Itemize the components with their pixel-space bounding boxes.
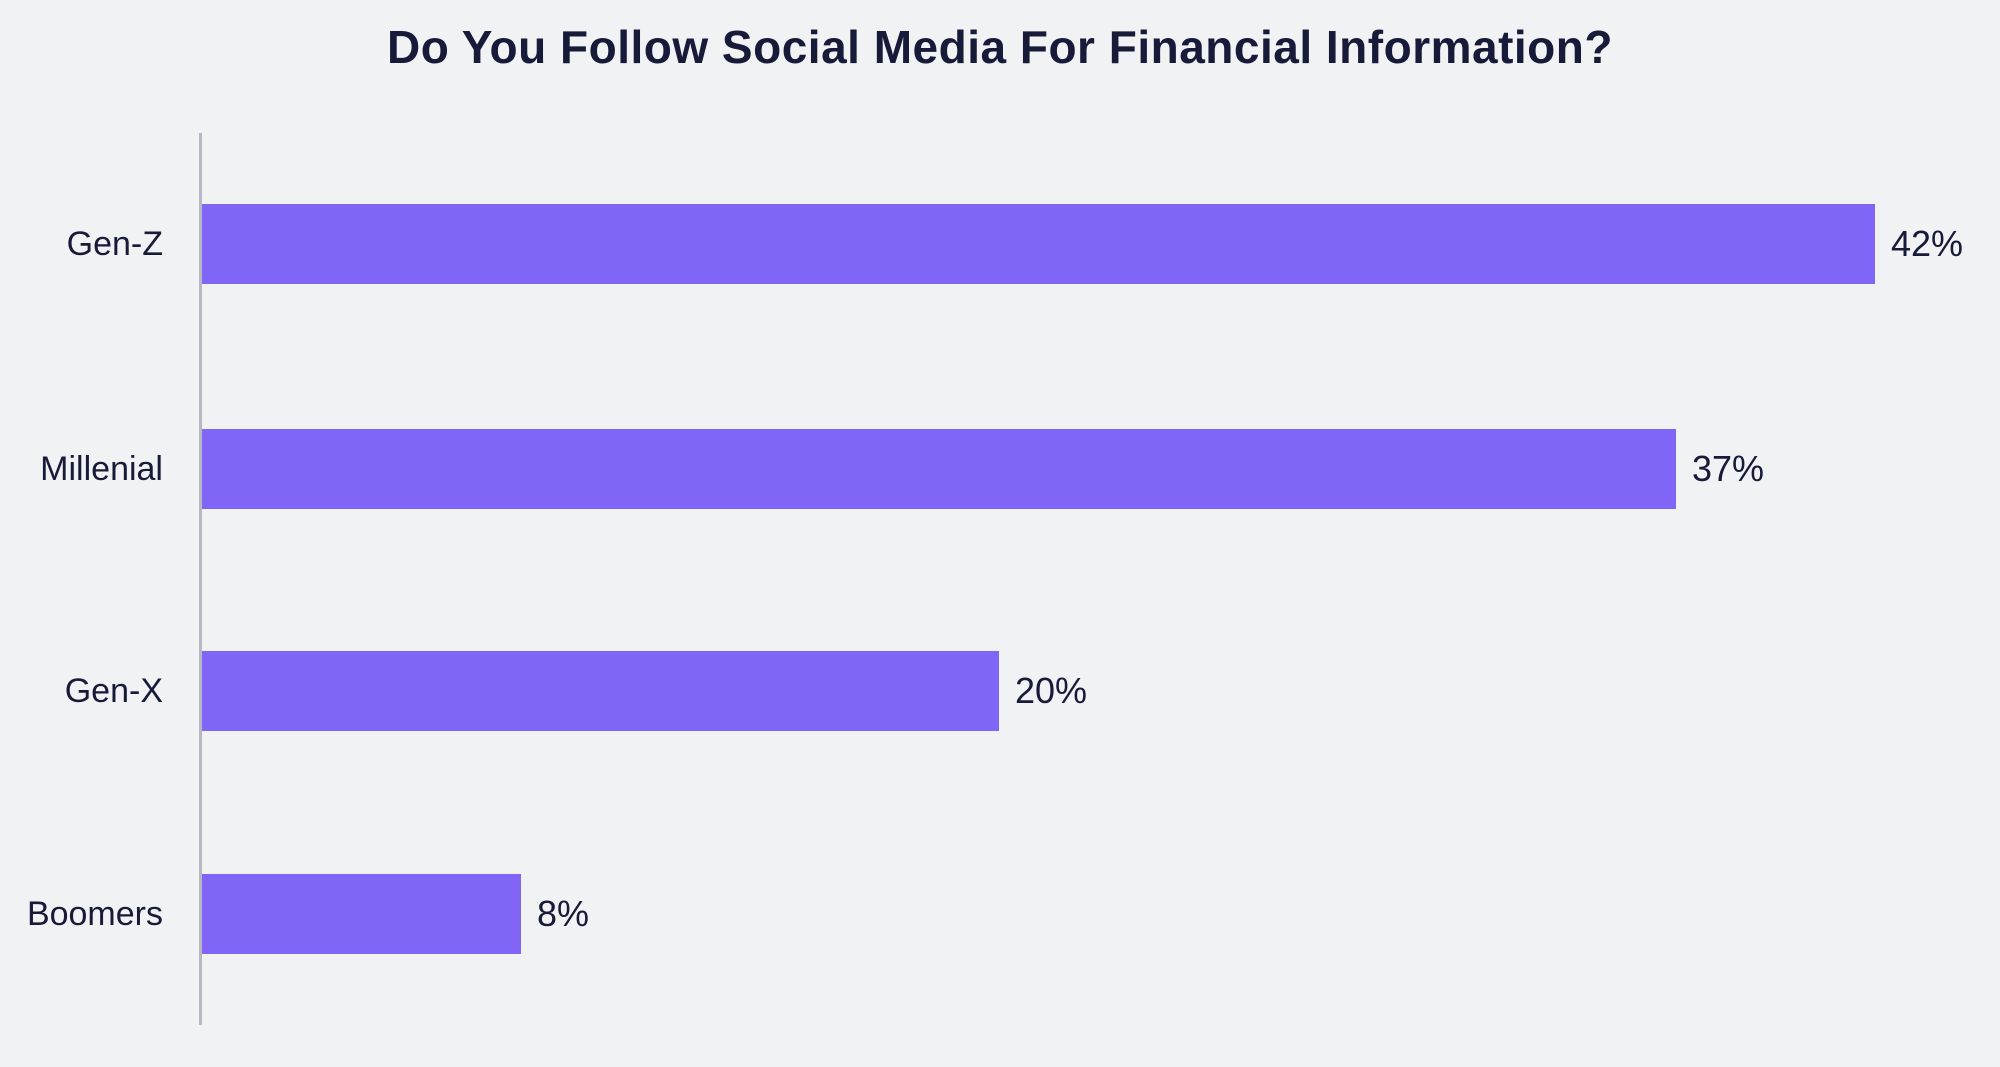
bar (202, 874, 521, 954)
category-label: Boomers (26, 895, 163, 933)
bar (202, 204, 1875, 284)
category-label: Gen-Z (66, 225, 163, 263)
value-label: 42% (1891, 223, 1964, 264)
value-label: 37% (1692, 448, 1765, 489)
bar-row: Millenial 37% (0, 429, 2000, 509)
bar-row: Gen-Z 42% (0, 204, 2000, 284)
category-label: Gen-X (64, 672, 163, 710)
bar (202, 651, 999, 731)
bar-row: Gen-X 20% (0, 651, 2000, 731)
category-label: Millenial (40, 450, 163, 488)
value-label: 20% (1015, 670, 1088, 711)
bar-row: Boomers 8% (0, 874, 2000, 954)
value-label: 8% (537, 893, 590, 934)
y-axis-line (199, 133, 202, 1025)
chart-title: Do You Follow Social Media For Financial… (387, 21, 1613, 73)
bar (202, 429, 1676, 509)
